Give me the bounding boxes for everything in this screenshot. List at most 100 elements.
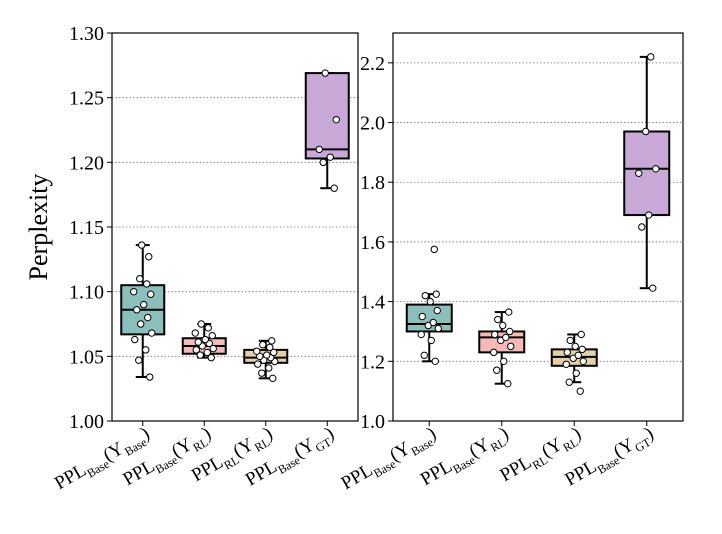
y-tick-label: 1.05 — [69, 346, 104, 368]
data-point — [417, 330, 425, 339]
data-point — [130, 287, 138, 296]
data-point — [432, 290, 440, 298]
data-point — [572, 369, 580, 377]
data-point — [209, 344, 217, 353]
data-point — [196, 351, 204, 359]
data-point — [133, 306, 141, 314]
data-point — [268, 337, 276, 345]
data-point — [137, 320, 145, 328]
data-point — [319, 158, 327, 167]
data-point — [490, 348, 498, 357]
data-point — [574, 351, 582, 360]
iqr-box — [623, 130, 671, 217]
data-point — [207, 353, 215, 362]
data-point — [270, 348, 278, 357]
data-point — [566, 336, 574, 345]
data-point — [253, 347, 261, 355]
data-point — [638, 223, 646, 231]
y-tick-label: 1.0 — [360, 411, 385, 433]
data-point — [146, 373, 154, 381]
box-4 — [623, 53, 671, 292]
data-point — [652, 165, 660, 173]
data-point — [500, 357, 508, 366]
y-tick-label: 2.0 — [360, 113, 385, 135]
y-tick-label: 2.2 — [360, 53, 385, 75]
data-point — [502, 333, 510, 342]
y-tick-label: 1.30 — [69, 23, 104, 45]
panel-1: 1.00 1.05 1.10 1.15 1.20 1.25 1.30 Perplexity PP… — [24, 23, 359, 494]
y-tick-label: 1.25 — [69, 88, 104, 110]
y-tick-label: 1.20 — [69, 152, 104, 174]
data-point — [135, 356, 143, 364]
data-point — [263, 351, 271, 359]
data-point — [315, 145, 323, 154]
data-point — [203, 348, 211, 357]
data-point — [330, 184, 338, 192]
data-point — [647, 53, 655, 61]
box-3 — [243, 337, 289, 383]
data-point — [142, 346, 150, 354]
y-tick-label: 1.6 — [360, 232, 385, 254]
data-point — [420, 351, 428, 360]
data-point — [579, 357, 587, 366]
data-point — [258, 369, 266, 377]
data-point — [197, 320, 205, 328]
data-point — [431, 357, 439, 366]
data-point — [192, 346, 200, 354]
data-point — [131, 335, 139, 344]
data-point — [494, 315, 502, 324]
data-point — [208, 331, 216, 340]
y-axis-title: Perplexity — [24, 174, 53, 281]
data-point — [507, 342, 515, 351]
y-tick-label: 1.15 — [69, 217, 104, 239]
y-tick-label: 1.2 — [360, 351, 385, 373]
data-point — [269, 374, 277, 383]
plot-frame — [392, 32, 684, 422]
data-point — [506, 327, 514, 336]
data-point — [434, 324, 442, 333]
data-point — [194, 338, 202, 346]
data-point — [493, 366, 501, 374]
data-point — [427, 336, 435, 345]
box-1 — [120, 241, 166, 381]
data-point — [491, 330, 499, 339]
box-4 — [304, 69, 350, 192]
data-point — [418, 312, 426, 321]
data-point — [136, 275, 144, 283]
data-point — [577, 330, 585, 339]
data-point — [191, 329, 199, 337]
panel-2: 1.01.21.41.61.82.02.2PPLBase(YBase)PPLBa… — [338, 32, 684, 494]
data-point — [148, 329, 156, 337]
data-point — [429, 318, 437, 327]
data-point — [576, 387, 584, 395]
data-point — [421, 291, 429, 300]
data-point — [266, 343, 274, 351]
data-point — [144, 313, 152, 322]
iqr-box — [304, 72, 350, 160]
data-point — [265, 364, 273, 372]
x-tick-label: PPLBase(YGT) — [242, 423, 339, 493]
data-point — [145, 253, 153, 261]
y-tick-label: 1.10 — [69, 282, 104, 304]
data-point — [326, 153, 334, 161]
data-point — [201, 335, 209, 344]
data-point — [254, 360, 262, 368]
x-tick-label: PPLBase(YRL) — [120, 423, 217, 493]
data-point — [504, 379, 512, 388]
data-point — [426, 297, 434, 306]
y-tick-label: 1.8 — [360, 172, 385, 194]
data-point — [571, 342, 579, 351]
data-point — [332, 115, 340, 124]
box-3 — [550, 330, 598, 395]
box-1 — [405, 245, 453, 366]
data-point — [563, 348, 571, 357]
box-2 — [181, 320, 227, 362]
box-2 — [478, 308, 526, 388]
data-point — [430, 245, 438, 254]
data-point — [505, 308, 513, 316]
data-point — [565, 378, 573, 386]
data-point — [143, 280, 151, 288]
data-point — [147, 290, 155, 298]
data-point — [259, 340, 267, 349]
